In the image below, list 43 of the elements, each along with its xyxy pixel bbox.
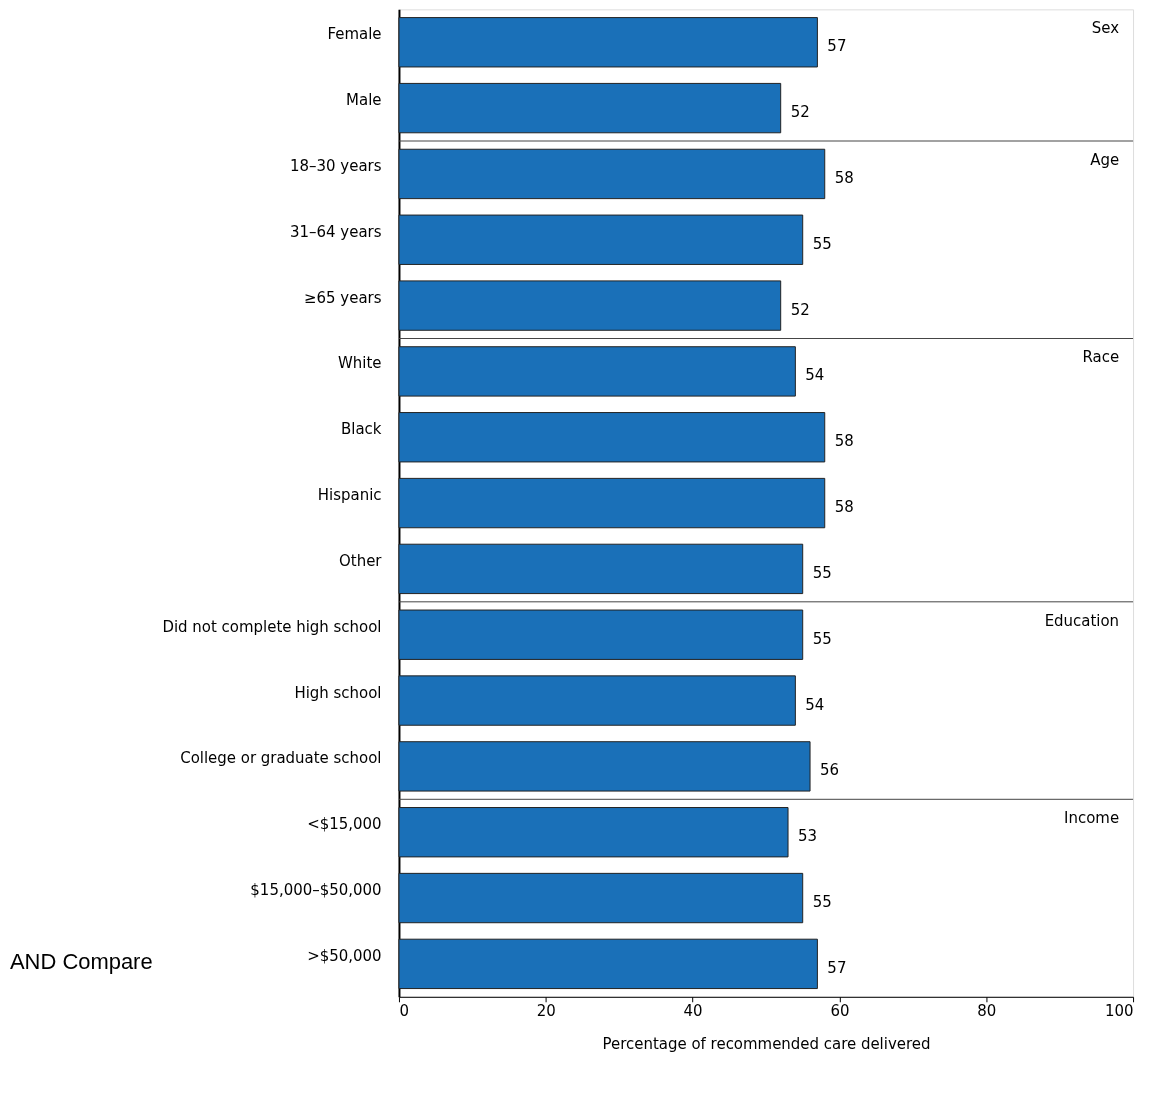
x-tick-label: 80	[977, 1002, 997, 1021]
x-tick-label: 40	[683, 1002, 703, 1021]
data-label: 58	[834, 498, 854, 517]
y-tick-label: Did not complete high school	[162, 617, 382, 636]
data-label: 54	[805, 366, 825, 385]
y-tick-label: 18–30 years	[290, 156, 382, 175]
y-tick-label: >$50,000	[307, 946, 382, 965]
y-tick-label: ≥65 years	[304, 288, 382, 307]
data-label: 55	[812, 893, 832, 912]
data-label: 57	[827, 37, 847, 56]
data-label: 58	[834, 432, 854, 451]
y-tick-label: $15,000–$50,000	[250, 881, 382, 900]
data-label: 58	[834, 168, 854, 187]
y-tick-label: 31–64 years	[290, 222, 382, 241]
annotation: Age	[1090, 150, 1120, 169]
y-tick-label: Male	[346, 91, 382, 110]
data-label: 56	[820, 761, 840, 780]
y-tick-label: <$15,000	[307, 815, 382, 834]
y-tick-label: Female	[327, 25, 382, 44]
y-tick-label: Hispanic	[317, 486, 382, 505]
data-label: 54	[805, 695, 825, 714]
data-label: 52	[790, 300, 810, 319]
annotation: Education	[1044, 611, 1120, 630]
text: AND Compare	[9, 948, 153, 974]
annotation: Sex	[1091, 19, 1120, 38]
x-tick-label: 20	[536, 1002, 556, 1021]
data-label: 57	[827, 958, 847, 977]
annotation: Income	[1064, 809, 1120, 828]
x-tick-label: 100	[1105, 1002, 1134, 1021]
data-label: 55	[812, 234, 832, 253]
data-label: 55	[812, 629, 832, 648]
data-label: 53	[798, 827, 818, 846]
annotation: Race	[1082, 348, 1120, 367]
y-tick-label: High school	[294, 683, 382, 702]
y-tick-label: Other	[339, 551, 383, 570]
data-label: 52	[790, 103, 810, 122]
x-tick-label: 0	[399, 1002, 409, 1021]
x-tick-label: 60	[830, 1002, 850, 1021]
y-tick-label: White	[338, 354, 382, 373]
data-label: 55	[812, 563, 832, 582]
y-tick-label: College or graduate school	[180, 749, 382, 768]
x-axis-title: Percentage of recommended care delivered	[602, 1035, 931, 1054]
y-tick-label: Black	[341, 420, 382, 439]
